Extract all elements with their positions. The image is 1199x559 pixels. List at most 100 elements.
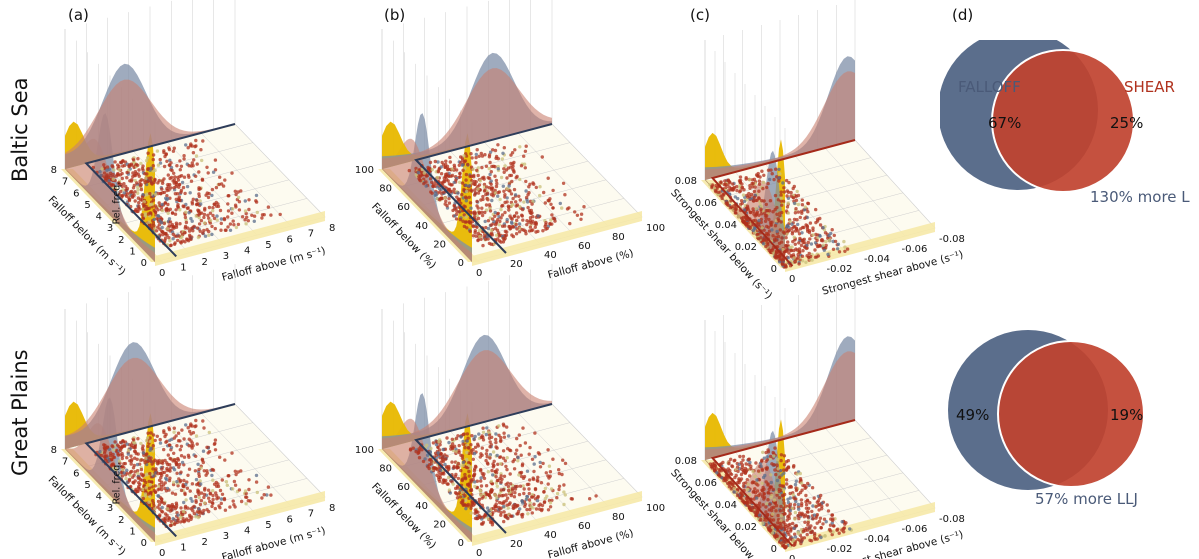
- scatter-point: [112, 448, 116, 452]
- threshold-line: [84, 123, 236, 258]
- scatter-point: [425, 443, 429, 447]
- scatter-point: [758, 203, 763, 207]
- scatter-point: [777, 487, 781, 491]
- scatter-point: [205, 165, 209, 169]
- scatter-point: [809, 254, 813, 259]
- scatter-point: [806, 523, 810, 527]
- scatter-point: [208, 218, 213, 223]
- histogram-shear-below: [65, 423, 155, 542]
- scatter-point: [150, 223, 154, 227]
- scatter-point: [180, 235, 184, 239]
- scatter-point: [570, 497, 574, 501]
- scatter-point: [441, 190, 446, 194]
- scatter-point: [501, 488, 506, 492]
- scatter-point: [477, 497, 482, 502]
- scatter-point: [441, 447, 445, 452]
- scatter-point: [786, 465, 791, 469]
- scatter-point: [197, 467, 201, 472]
- scatter-point: [494, 471, 499, 475]
- scatter-point: [813, 248, 817, 252]
- scatter-point: [770, 531, 774, 535]
- scatter-point: [174, 501, 179, 505]
- scatter-point: [546, 448, 550, 452]
- scatter-point: [496, 190, 500, 195]
- scatter-point: [178, 159, 182, 163]
- scatter-point: [755, 489, 760, 493]
- scatter-point: [453, 491, 458, 495]
- scatter-point: [527, 498, 532, 502]
- scatter-point: [454, 436, 459, 441]
- scatter-point: [511, 459, 515, 464]
- scatter-point: [488, 209, 493, 213]
- y-tick-label: 80: [379, 184, 392, 195]
- scatter-point: [805, 532, 809, 537]
- scatter-point: [458, 217, 462, 222]
- scatter-point: [479, 479, 483, 483]
- scatter-point: [120, 193, 124, 198]
- scatter-point: [521, 218, 525, 222]
- y-tick-label: 60: [397, 202, 410, 213]
- scatter-point: [448, 491, 452, 495]
- scatter-point: [143, 181, 147, 185]
- scatter-point: [805, 510, 810, 514]
- scatter-point: [794, 207, 798, 211]
- scatter-point: [194, 214, 198, 218]
- scatter-point: [792, 201, 797, 205]
- scatter-point: [192, 224, 196, 229]
- scatter-point: [172, 171, 176, 175]
- scatter-point: [747, 493, 752, 497]
- scatter-point: [490, 186, 495, 190]
- scatter-point: [491, 450, 496, 454]
- scatter-point: [213, 441, 217, 446]
- scatter-point: [100, 167, 104, 171]
- scatter-point: [452, 464, 456, 469]
- scatter-point: [782, 488, 786, 492]
- scatter-point: [557, 471, 561, 476]
- scatter-point: [221, 184, 226, 188]
- scatter-point: [206, 451, 210, 455]
- scatter-point: [122, 462, 126, 466]
- scatter-point: [478, 179, 482, 183]
- scatter-point: [211, 489, 215, 493]
- scatter-point: [194, 454, 198, 458]
- scatter-point: [165, 159, 169, 163]
- scatter-point: [460, 490, 465, 494]
- x-tick-label: 0: [789, 274, 795, 285]
- scatter-point: [154, 229, 159, 233]
- scatter-point: [474, 155, 478, 160]
- scatter-point: [792, 235, 796, 239]
- scatter-point: [146, 431, 150, 435]
- scatter-point: [480, 446, 484, 450]
- scatter-point: [518, 484, 523, 488]
- scatter-point: [210, 467, 215, 472]
- scatter-point: [803, 513, 808, 517]
- scatter-point: [494, 445, 498, 449]
- scatter-point: [425, 453, 430, 457]
- scatter-point: [437, 470, 441, 474]
- scatter-point: [475, 225, 479, 229]
- scatter-point: [490, 198, 494, 203]
- scatter-point: [573, 210, 577, 214]
- scatter-point: [135, 181, 139, 185]
- scatter-point: [758, 175, 762, 179]
- scatter-point: [501, 184, 505, 188]
- scatter-point: [819, 525, 823, 530]
- scatter-point: [755, 478, 759, 482]
- scatter-point: [508, 448, 513, 453]
- scatter-point: [548, 221, 552, 226]
- histogram-shear-above: [382, 68, 552, 169]
- scatter-point: [770, 172, 774, 176]
- scatter-point: [761, 521, 765, 526]
- scatter-point: [524, 195, 529, 200]
- scatter-point: [474, 234, 478, 238]
- scatter-point: [513, 487, 518, 491]
- scatter-point: [502, 510, 506, 514]
- scatter-point: [489, 242, 493, 246]
- scatter-point: [790, 226, 794, 231]
- scatter-point: [135, 462, 140, 467]
- scatter-point: [128, 473, 132, 478]
- scatter-point: [722, 476, 727, 480]
- scatter-point: [223, 458, 227, 462]
- scatter-point: [126, 448, 131, 453]
- scatter-point: [477, 228, 482, 233]
